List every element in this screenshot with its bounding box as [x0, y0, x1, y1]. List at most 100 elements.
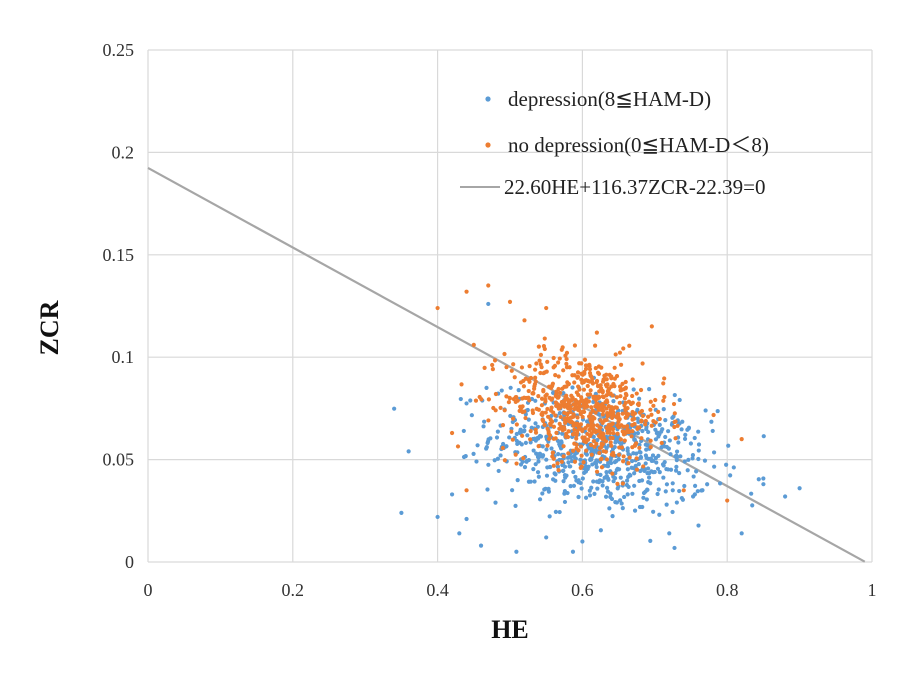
depression-point	[537, 497, 543, 502]
depression-point	[513, 503, 518, 509]
depression-point	[632, 471, 637, 476]
no_depression-point	[574, 436, 579, 441]
depression-point	[661, 475, 666, 480]
depression-point	[632, 437, 637, 442]
no_depression-point	[582, 357, 588, 362]
no_depression-point	[610, 393, 615, 398]
no_depression-point	[609, 374, 614, 379]
no_depression-point	[565, 397, 570, 402]
no_depression-point	[486, 397, 491, 402]
no_depression-point	[618, 394, 623, 399]
no_depression-point	[583, 366, 589, 371]
no_depression-point	[605, 430, 610, 435]
no_depression-point	[606, 387, 612, 392]
no_depression-point	[583, 425, 588, 431]
no_depression-point	[539, 403, 545, 408]
no_depression-point	[603, 399, 608, 405]
no_depression-point	[594, 469, 600, 474]
no_depression-point	[612, 365, 617, 370]
no_depression-point	[574, 423, 580, 428]
depression-point	[392, 406, 397, 411]
depression-point	[635, 407, 640, 412]
no_depression-point	[622, 438, 627, 443]
no_depression-point	[528, 428, 533, 434]
depression-point	[657, 470, 662, 475]
depression-point	[544, 457, 549, 462]
no_depression-point	[648, 445, 653, 450]
no_depression-point	[560, 386, 565, 391]
depression-point	[715, 408, 720, 414]
depression-point	[544, 473, 550, 478]
no_depression-point	[536, 444, 541, 449]
depression-point	[678, 454, 683, 459]
depression-point	[484, 385, 489, 390]
depression-point	[761, 476, 766, 481]
depression-point	[576, 480, 581, 485]
depression-point	[580, 476, 585, 481]
depression-point	[656, 487, 661, 492]
depression-point	[594, 479, 600, 484]
no_depression-point	[482, 365, 487, 370]
boundary-line-path	[147, 166, 866, 563]
depression-point	[482, 419, 487, 424]
depression-point	[544, 535, 549, 540]
depression-point	[566, 460, 571, 465]
no_depression-point	[607, 425, 612, 430]
depression-point	[620, 506, 625, 511]
no_depression-point	[601, 377, 606, 382]
depression-point	[624, 457, 629, 462]
depression-point	[583, 495, 589, 500]
no_depression-point	[608, 440, 613, 445]
no_depression-point	[459, 382, 464, 387]
no_depression-point	[575, 415, 580, 420]
no_depression-point	[623, 407, 628, 412]
depression-point	[608, 457, 613, 462]
depression-point	[696, 456, 701, 462]
no_depression-point	[538, 352, 544, 357]
no_depression-point	[739, 437, 744, 442]
no_depression-point	[630, 422, 635, 428]
depression-point	[486, 462, 491, 467]
no_depression-point	[582, 405, 587, 410]
depression-point	[674, 500, 679, 505]
depression-point	[464, 516, 469, 522]
no_depression-point	[543, 399, 548, 404]
depression-point	[655, 491, 660, 497]
no_depression-point	[612, 376, 618, 381]
no_depression-point	[566, 418, 572, 424]
no_depression-point	[557, 356, 562, 361]
depression-point	[484, 445, 489, 450]
depression-point	[523, 440, 528, 446]
no_depression-point	[616, 452, 622, 457]
no_depression-point	[587, 379, 592, 384]
depression-point	[660, 427, 665, 432]
no_depression-point	[520, 396, 525, 401]
depression-point	[682, 436, 688, 441]
depression-point	[528, 479, 533, 484]
depression-point	[486, 301, 491, 307]
depression-point	[682, 483, 687, 489]
no_depression-point	[662, 376, 667, 381]
no_depression-point	[645, 414, 651, 419]
no_depression-point	[589, 452, 594, 457]
depression-point	[461, 454, 467, 460]
depression-point	[676, 440, 681, 445]
depression-point	[435, 514, 440, 520]
no_depression-point	[634, 467, 640, 472]
depression-point	[637, 396, 642, 401]
depression-point	[547, 514, 552, 519]
depression-point	[797, 486, 802, 491]
no_depression-point	[477, 394, 482, 400]
depression-point	[533, 421, 538, 426]
depression-point	[647, 470, 652, 476]
depression-point	[663, 489, 668, 494]
legend-label-depression: depression(8≦HAM-D)	[508, 87, 711, 111]
depression-point	[686, 457, 691, 462]
depression-point	[549, 446, 554, 451]
depression-point	[664, 482, 670, 487]
no_depression-point	[551, 424, 557, 429]
no_depression-point	[623, 379, 628, 385]
no_depression-point	[575, 370, 581, 375]
no_depression-point	[577, 426, 582, 431]
